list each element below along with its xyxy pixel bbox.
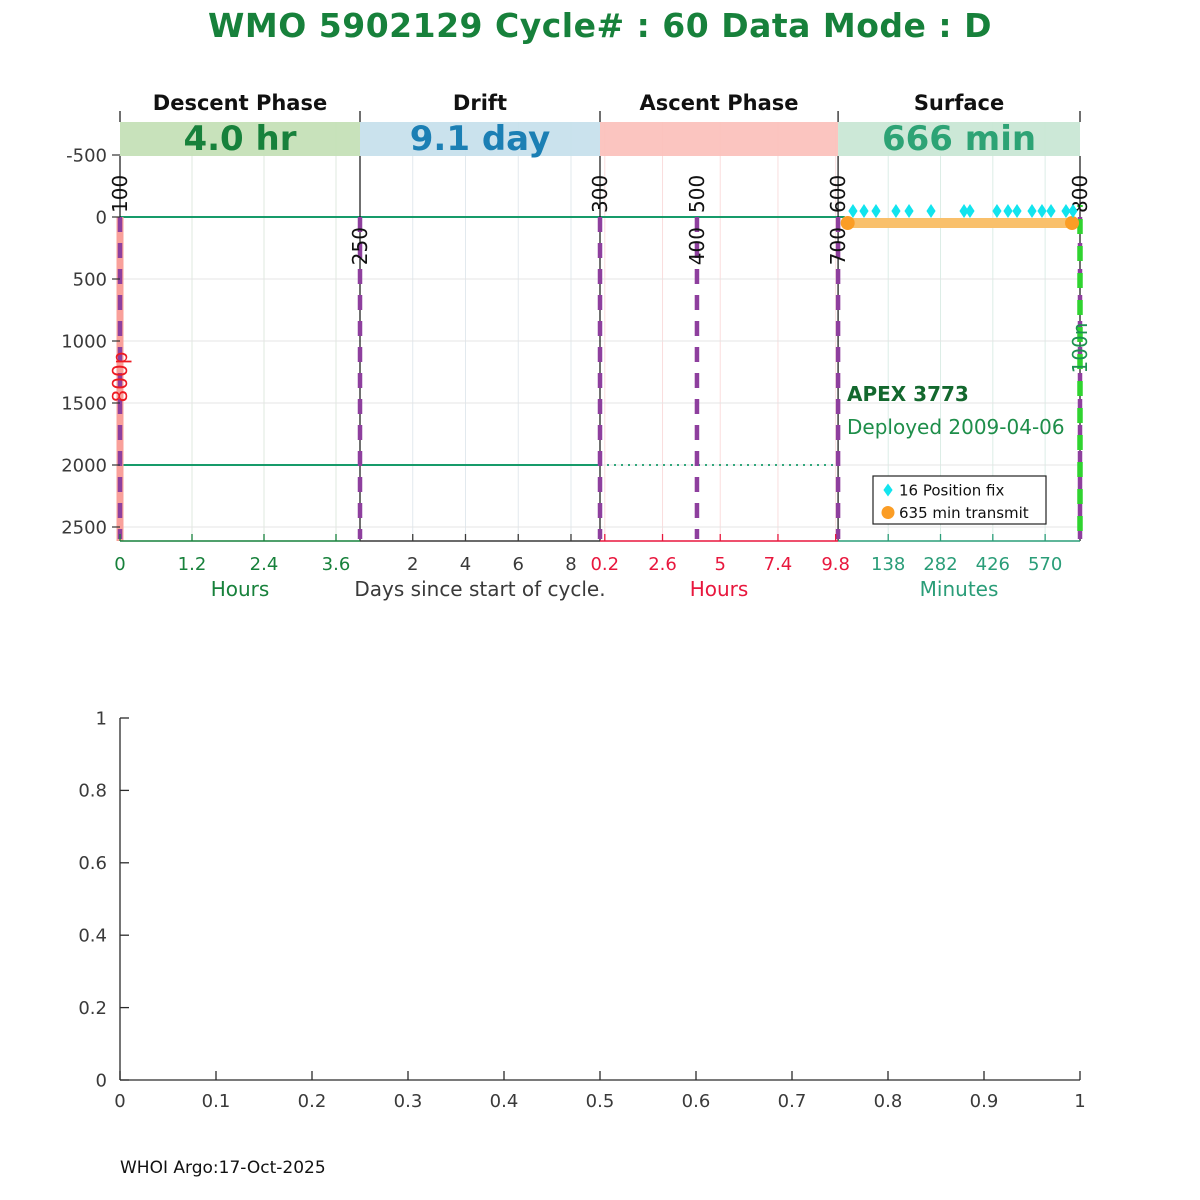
bottom-y-tick-label: 0.2 — [78, 998, 107, 1019]
bottom-x-tick-label: 0.5 — [586, 1091, 615, 1112]
x-axis-unit-label: Days since start of cycle. — [354, 577, 605, 601]
legend-label-transmit: 635 min transmit — [899, 504, 1029, 522]
x-tick-label: 1.2 — [178, 554, 207, 575]
x-tick-label: 2.4 — [250, 554, 279, 575]
x-axis-unit-label: Minutes — [920, 577, 999, 601]
phase-band — [120, 122, 360, 156]
bottom-x-tick-label: 0.6 — [682, 1091, 711, 1112]
pressure-mark-label: 400 — [685, 227, 709, 265]
x-axis-unit-label: Hours — [211, 577, 270, 601]
x-tick-label: 426 — [976, 554, 1010, 575]
bottom-x-tick-label: 0.9 — [970, 1091, 999, 1112]
position-fix-diamond — [891, 204, 901, 218]
x-tick-label: 9.8 — [821, 554, 850, 575]
pressure-mark-label: 800p — [108, 352, 132, 403]
pressure-mark-label: 250 — [348, 227, 372, 265]
pressure-mark-label: 700 — [826, 227, 850, 265]
position-fix-diamond — [904, 204, 914, 218]
phase-duration-label: 666 min — [882, 119, 1036, 159]
phase-band — [360, 122, 600, 156]
legend-circle-icon — [881, 506, 895, 519]
position-fix-diamond — [965, 204, 975, 218]
position-fix-diamond — [859, 204, 869, 218]
legend-box — [872, 475, 1047, 525]
y-tick-label: 2000 — [61, 455, 107, 476]
pressure-mark-label: 100n — [1068, 323, 1092, 374]
y-tick-label: 0 — [96, 207, 107, 228]
bottom-x-tick-label: 0.8 — [874, 1091, 903, 1112]
bottom-x-tick-label: 0.3 — [394, 1091, 423, 1112]
transmit-bar — [847, 218, 1073, 228]
pressure-mark-label: 500 — [685, 175, 709, 213]
bottom-y-tick-label: 0.8 — [78, 781, 107, 802]
y-tick-label: 1500 — [61, 393, 107, 414]
y-tick-label: 500 — [73, 269, 107, 290]
phase-title: Descent Phase — [153, 91, 327, 115]
phase-duration-label: 4.0 hr — [183, 119, 296, 159]
x-tick-label: 6 — [513, 554, 524, 575]
phase-duration-label: 9.1 day — [410, 119, 550, 159]
pressure-mark-label: 100 — [108, 175, 132, 213]
legend-label-position-fix: 16 Position fix — [899, 481, 1004, 499]
position-fix-diamond — [959, 204, 969, 218]
y-tick-label: 2500 — [61, 517, 107, 538]
x-axis-unit-label: Hours — [690, 577, 749, 601]
x-tick-label: 2 — [407, 554, 418, 575]
bottom-y-tick-label: 0.6 — [78, 853, 107, 874]
bottom-x-tick-label: 0 — [114, 1091, 125, 1112]
transmit-start-marker — [840, 216, 855, 230]
x-tick-label: 4 — [460, 554, 471, 575]
legend-diamond-icon — [883, 483, 893, 497]
pressure-mark-label: 600 — [826, 175, 850, 213]
x-tick-label: 0.2 — [590, 554, 619, 575]
page-title: WMO 5902129 Cycle# : 60 Data Mode : D — [208, 6, 992, 45]
bottom-x-tick-label: 0.2 — [298, 1091, 327, 1112]
x-tick-label: 138 — [871, 554, 905, 575]
deploy-date-annotation: Deployed 2009-04-06 — [847, 415, 1065, 439]
bottom-y-tick-label: 0 — [96, 1070, 107, 1091]
phase-title: Drift — [453, 91, 507, 115]
position-fix-diamond — [926, 204, 936, 218]
position-fix-diamond — [1012, 204, 1022, 218]
bottom-x-tick-label: 0.1 — [202, 1091, 231, 1112]
x-tick-label: 0 — [114, 554, 125, 575]
y-tick-label: -500 — [66, 145, 107, 166]
position-fix-diamond — [1068, 204, 1078, 218]
float-id-annotation: APEX 3773 — [847, 382, 969, 406]
x-tick-label: 2.6 — [648, 554, 677, 575]
phase-title: Ascent Phase — [640, 91, 799, 115]
position-fix-diamond — [992, 204, 1002, 218]
phase-band — [600, 122, 839, 156]
phase-band — [838, 122, 1080, 156]
x-tick-label: 282 — [923, 554, 957, 575]
x-tick-label: 8 — [565, 554, 576, 575]
x-tick-label: 570 — [1028, 554, 1062, 575]
bottom-x-tick-label: 1 — [1074, 1091, 1085, 1112]
transmit-end-marker — [1065, 216, 1080, 230]
bottom-x-tick-label: 0.7 — [778, 1091, 807, 1112]
bottom-x-tick-label: 0.4 — [490, 1091, 519, 1112]
position-fix-diamond — [1027, 204, 1037, 218]
position-fix-diamond — [848, 204, 858, 218]
footer-credit: WHOI Argo:17-Oct-2025 — [120, 1158, 326, 1178]
position-fix-diamond — [1046, 204, 1056, 218]
bottom-y-tick-label: 1 — [96, 708, 107, 729]
y-tick-label: 1000 — [61, 331, 107, 352]
x-tick-label: 5 — [715, 554, 726, 575]
position-fix-diamond — [1037, 204, 1047, 218]
x-tick-label: 7.4 — [764, 554, 793, 575]
position-fix-diamond — [1061, 204, 1071, 218]
phase-title: Surface — [914, 91, 1004, 115]
position-fix-diamond — [1003, 204, 1013, 218]
position-fix-diamond — [871, 204, 881, 218]
x-tick-label: 3.6 — [322, 554, 351, 575]
pressure-mark-label: 300 — [588, 175, 612, 213]
bottom-y-tick-label: 0.4 — [78, 926, 107, 947]
